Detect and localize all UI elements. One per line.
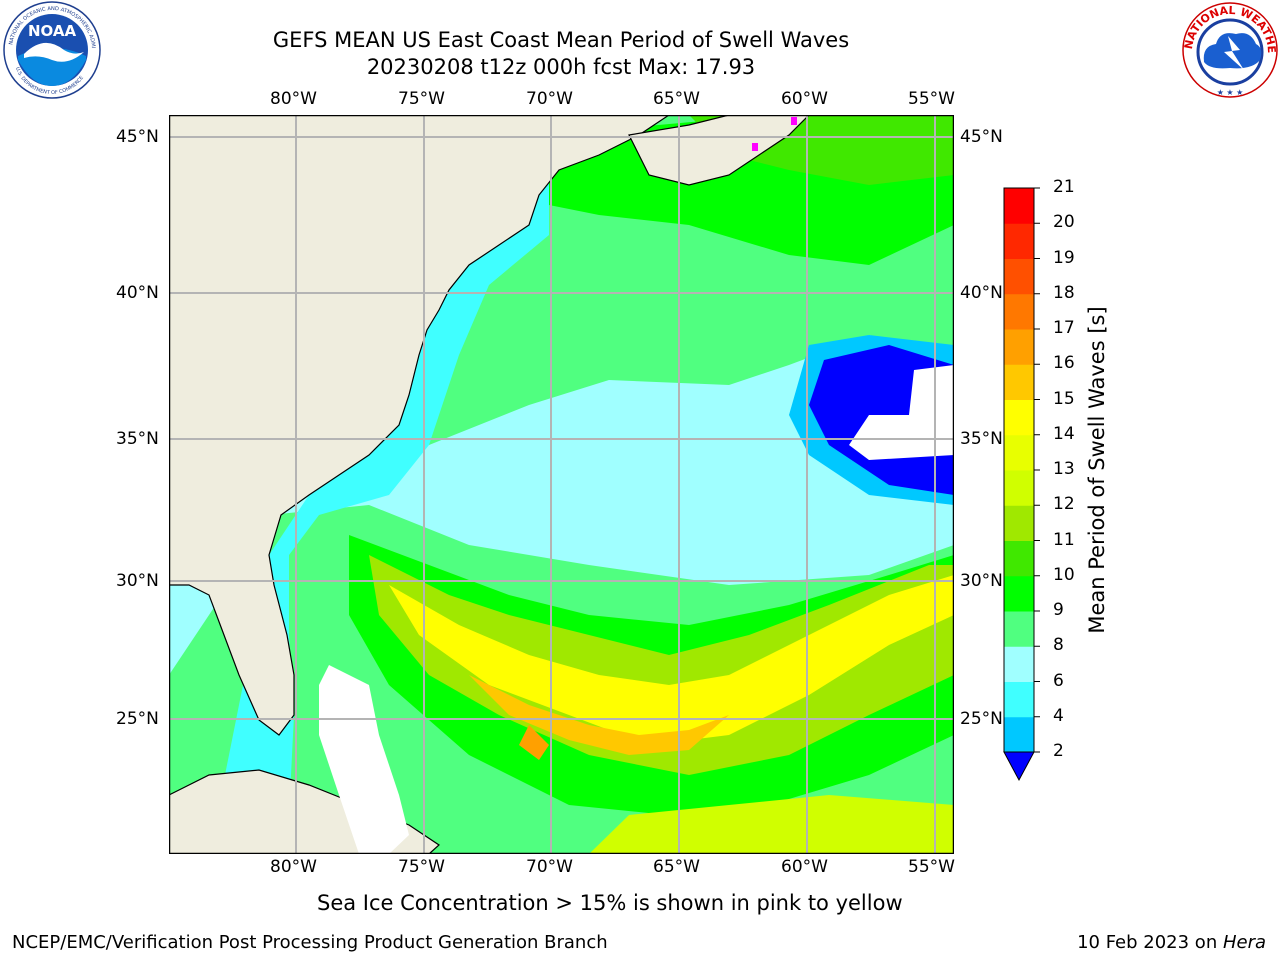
lon-label-top: 65°W bbox=[653, 89, 700, 109]
colorbar-segment bbox=[1004, 540, 1034, 577]
lat-label-left: 30°N bbox=[116, 571, 159, 591]
lon-label-top: 70°W bbox=[526, 89, 573, 109]
no-data-bahamas bbox=[319, 665, 409, 854]
colorbar-segment bbox=[1004, 434, 1034, 471]
lat-label-right: 40°N bbox=[960, 283, 1003, 303]
colorbar-segment bbox=[1004, 646, 1034, 682]
sea-ice-patch bbox=[752, 143, 758, 151]
noaa-logo: NOAA NATIONAL OCEANIC AND ATMOSPHERIC AD… bbox=[2, 0, 101, 99]
lon-label-top: 80°W bbox=[270, 89, 317, 109]
colorbar-tick-label: 17 bbox=[1053, 318, 1075, 338]
lat-label-left: 40°N bbox=[116, 283, 159, 303]
footer-host: Hera bbox=[1222, 932, 1266, 953]
colorbar-segment bbox=[1004, 716, 1034, 753]
noaa-logo-text: NOAA bbox=[28, 22, 77, 40]
lon-label-bottom: 65°W bbox=[653, 857, 700, 877]
colorbar-segment bbox=[1004, 399, 1034, 436]
map-frame bbox=[169, 115, 954, 854]
colorbar-tick-label: 9 bbox=[1053, 600, 1064, 620]
lat-label-right: 35°N bbox=[960, 429, 1003, 449]
colorbar-tick-label: 10 bbox=[1053, 564, 1075, 585]
colorbar-segment bbox=[1004, 505, 1034, 541]
nws-logo: NATIONAL WEATHER SERVICE ★ ★ ★ bbox=[1180, 0, 1278, 98]
colorbar-tick-label: 13 bbox=[1053, 459, 1075, 479]
colorbar-tick-label: 4 bbox=[1053, 705, 1064, 726]
lat-label-right: 30°N bbox=[960, 571, 1003, 591]
lat-label-left: 45°N bbox=[116, 127, 159, 147]
graticule bbox=[169, 115, 954, 854]
colorbar-segment bbox=[1004, 293, 1034, 330]
colorbar-tick-label: 19 bbox=[1053, 247, 1075, 268]
colorbar-tick-label: 14 bbox=[1053, 423, 1075, 444]
footer-right: 10 Feb 2023 on Hera bbox=[1077, 932, 1266, 953]
colorbar-tick-label: 2 bbox=[1053, 741, 1064, 761]
colorbar-segment bbox=[1004, 223, 1034, 259]
chart-title: GEFS MEAN US East Coast Mean Period of S… bbox=[272, 28, 850, 52]
colorbar-segment bbox=[1004, 329, 1034, 365]
lon-label-bottom: 80°W bbox=[270, 857, 317, 877]
lon-label-bottom: 55°W bbox=[908, 857, 955, 877]
colorbar-segment bbox=[1004, 364, 1034, 400]
colorbar-tick-label: 15 bbox=[1053, 388, 1075, 409]
land-eastern-us bbox=[169, 115, 671, 736]
colorbar-tick-label: 18 bbox=[1053, 282, 1075, 303]
lat-label-left: 25°N bbox=[116, 709, 159, 729]
colorbar-tick-label: 11 bbox=[1053, 529, 1075, 550]
colorbar-tick-label: 6 bbox=[1053, 670, 1064, 691]
colorbar-segment bbox=[1004, 575, 1034, 612]
lat-label-left: 35°N bbox=[116, 429, 159, 449]
colorbar-segment bbox=[1004, 681, 1034, 718]
colorbar-segment bbox=[1004, 258, 1034, 295]
colorbar bbox=[1003, 187, 1040, 782]
colorbar-tick-label: 12 bbox=[1053, 494, 1075, 515]
colorbar-segment bbox=[1004, 470, 1034, 506]
contour-bottom-13s bbox=[589, 795, 954, 854]
lat-label-right: 45°N bbox=[960, 127, 1003, 147]
contour-south-17s bbox=[519, 725, 549, 760]
colorbar-extend-triangle bbox=[1003, 751, 1035, 782]
lon-label-bottom: 70°W bbox=[526, 857, 573, 877]
svg-text:★ ★ ★: ★ ★ ★ bbox=[1217, 88, 1244, 97]
sea-ice-patch-2 bbox=[791, 117, 797, 125]
lon-label-top: 60°W bbox=[781, 89, 828, 109]
lon-label-bottom: 75°W bbox=[398, 857, 445, 877]
colorbar-tick-label: 16 bbox=[1053, 353, 1075, 374]
colorbar-tick-label: 20 bbox=[1053, 212, 1075, 233]
colorbar-tick-label: 8 bbox=[1053, 635, 1064, 656]
footer-left: NCEP/EMC/Verification Post Processing Pr… bbox=[12, 932, 608, 953]
map-plot bbox=[169, 115, 954, 854]
colorbar-label: Mean Period of Swell Waves [s] bbox=[1085, 306, 1109, 634]
footer-date: 10 Feb 2023 on bbox=[1077, 932, 1223, 953]
lat-label-right: 25°N bbox=[960, 709, 1003, 729]
contour-south-15s bbox=[389, 575, 954, 745]
chart-subtitle: 20230208 t12z 000h fcst Max: 17.93 bbox=[366, 55, 756, 79]
land-maritimes bbox=[628, 115, 810, 186]
colorbar-segment bbox=[1004, 611, 1034, 647]
lon-label-top: 55°W bbox=[908, 89, 955, 109]
sea-ice-note: Sea Ice Concentration > 15% is shown in … bbox=[317, 891, 903, 915]
contour-south-16s bbox=[469, 675, 729, 755]
lon-label-bottom: 60°W bbox=[781, 857, 828, 877]
colorbar-tick-label: 21 bbox=[1053, 177, 1075, 197]
colorbar-segment bbox=[1004, 188, 1034, 224]
no-data-east bbox=[849, 365, 954, 460]
lon-label-top: 75°W bbox=[398, 89, 445, 109]
